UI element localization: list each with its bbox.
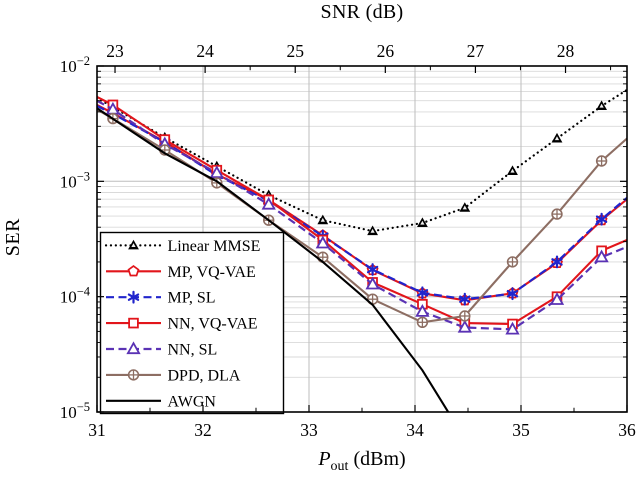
marker-triangle-open xyxy=(261,196,276,210)
x-axis-symbol: P xyxy=(318,448,331,470)
marker-asterisk xyxy=(459,292,471,306)
x-tick-label: 35 xyxy=(512,420,530,440)
marker-circle-plus xyxy=(127,369,140,381)
marker-triangle-open xyxy=(415,304,430,317)
marker-triangle-open xyxy=(457,319,472,333)
marker-circle-plus xyxy=(506,256,519,268)
legend: Linear MMSE MP, VQ-VAE MP, SL NN, VQ-VAE NN,… xyxy=(99,231,285,415)
y-tick-label: 10−4 xyxy=(60,285,91,307)
plot-border xyxy=(96,65,628,413)
marker-triangle-filled xyxy=(551,132,563,143)
x-axis-unit: (dBm) xyxy=(348,448,406,470)
marker-pentagon xyxy=(127,265,140,277)
marker-square xyxy=(128,317,139,329)
x-axis-subscript: out xyxy=(330,459,349,474)
snr-tick-label: 28 xyxy=(557,41,575,61)
marker-triangle-open xyxy=(365,276,380,290)
snr-tick-label: 24 xyxy=(196,41,214,61)
marker-asterisk xyxy=(366,263,379,276)
marker-triangle-open xyxy=(594,249,609,263)
legend-label-mp_sl: MP, SL xyxy=(168,290,216,307)
x-tick-label: 36 xyxy=(618,420,636,440)
series-awgn xyxy=(97,107,450,412)
marker-triangle-open xyxy=(126,341,141,355)
y-tick-label: 10−2 xyxy=(60,54,90,76)
marker-triangle-open xyxy=(315,235,330,249)
legend-label-awgn: AWGN xyxy=(168,393,217,410)
legend-entry-mp_vqvae: MP, VQ-VAE xyxy=(106,264,256,281)
x-axis-title: Pout (dBm) xyxy=(97,448,627,475)
y-tick-label: 10−5 xyxy=(60,400,90,422)
legend-label-nn_vqvae: NN, VQ-VAE xyxy=(168,316,258,333)
marker-triangle-filled xyxy=(128,239,139,250)
marker-circle-plus xyxy=(551,208,563,220)
marker-triangle-open xyxy=(505,321,520,335)
marker-asterisk xyxy=(127,290,140,304)
x-tick-label: 32 xyxy=(194,420,212,440)
legend-entry-linear_mmse: Linear MMSE xyxy=(104,238,261,255)
top-axis-title: SNR (dB) xyxy=(320,1,404,23)
axes xyxy=(96,65,628,413)
x-tick-label: 34 xyxy=(406,420,424,440)
legend-entry-mp_sl: MP, SL xyxy=(106,290,216,307)
marker-triangle-filled xyxy=(459,202,471,212)
marker-asterisk xyxy=(416,286,429,300)
marker-asterisk xyxy=(551,255,563,269)
legend-label-nn_sl: NN, SL xyxy=(168,342,218,359)
legend-entry-nn_vqvae: NN, VQ-VAE xyxy=(106,316,258,333)
x-tick-label: 31 xyxy=(88,420,106,440)
marker-circle-plus xyxy=(416,316,429,328)
marker-circle-plus xyxy=(459,310,471,322)
legend-entry-awgn: AWGN xyxy=(106,393,216,410)
marker-circle-plus xyxy=(595,155,608,167)
legend-label-mp_vqvae: MP, VQ-VAE xyxy=(168,264,256,281)
legend-label-dpd_dla: DPD, DLA xyxy=(168,367,241,384)
series-line-awgn xyxy=(97,107,450,412)
x-tick-label: 33 xyxy=(300,420,318,440)
legend-entry-dpd_dla: DPD, DLA xyxy=(106,367,241,384)
tick-labels: 31 32 33 34 35 36 23 24 25 26 27 28 10−2 10−3 10−4 10−5 xyxy=(60,41,636,440)
legend-entry-nn_sl: NN, SL xyxy=(106,341,218,359)
snr-tick-label: 23 xyxy=(106,41,124,61)
legend-label-linear_mmse: Linear MMSE xyxy=(168,238,261,255)
snr-tick-label: 25 xyxy=(286,41,304,61)
marker-asterisk xyxy=(595,212,608,226)
marker-triangle-filled xyxy=(367,225,378,236)
y-tick-label: 10−3 xyxy=(60,169,90,191)
marker-triangle-open xyxy=(549,292,565,305)
marker-asterisk xyxy=(506,287,519,301)
marker-triangle-filled xyxy=(417,217,428,227)
marker-triangle-filled xyxy=(596,100,607,110)
snr-tick-label: 27 xyxy=(467,41,485,61)
marker-triangle-filled xyxy=(317,214,329,225)
marker-triangle-filled xyxy=(507,165,518,175)
snr-tick-label: 26 xyxy=(377,41,395,61)
